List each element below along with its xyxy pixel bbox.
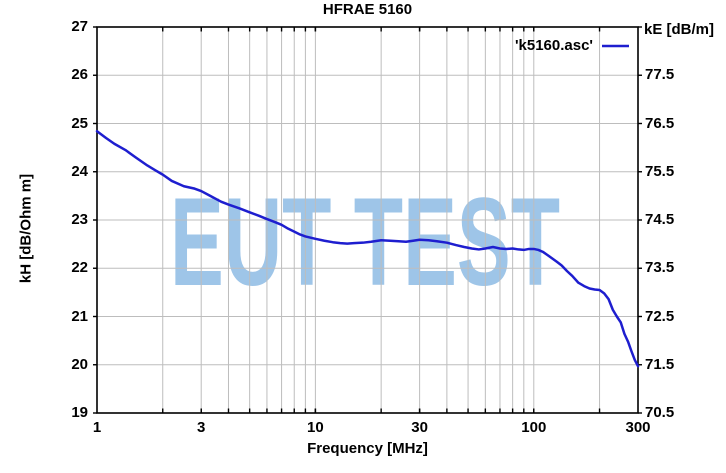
data-curve	[95, 129, 640, 368]
y-left-tick-label: 22	[71, 259, 88, 277]
y-right-tick-label: 76.5	[645, 114, 675, 132]
y-left-tick-label: 21	[71, 307, 88, 325]
chart-title: HFRAE 5160	[322, 1, 413, 18]
y-left-tick-label: 24	[71, 162, 88, 180]
y-left-tick-label: 27	[71, 18, 88, 35]
y-right-tick-label: 75.5	[645, 162, 675, 180]
y-right-tick-label: 74.5	[645, 211, 675, 228]
x-tick-label: 3	[197, 419, 206, 436]
x-tick-label: 100	[521, 419, 547, 436]
legend-series-label: 'k5160.asc'	[514, 37, 593, 54]
y-axis-right-label: kE [dB/m]	[644, 21, 715, 38]
y-left-tick-label: 23	[71, 211, 88, 228]
x-axis-label: Frequency [MHz]	[307, 440, 428, 457]
x-tick-label: 10	[307, 419, 324, 436]
y-right-tick-label: 77.5	[645, 66, 675, 84]
y-right-tick-label: 72.5	[645, 307, 675, 325]
x-tick-label: 1	[92, 419, 102, 436]
y-right-tick-label: 73.5	[645, 259, 675, 277]
y-left-tick-label: 20	[71, 355, 88, 373]
y-left-tick-label: 26	[71, 66, 88, 84]
y-left-tick-label: 19	[71, 404, 88, 421]
y-right-tick-label: 70.5	[645, 404, 675, 421]
y-right-tick-label: 71.5	[645, 355, 675, 373]
y-left-tick-label: 25	[71, 114, 88, 132]
x-tick-label: 30	[411, 419, 428, 436]
x-tick-label: 300	[625, 419, 651, 436]
y-axis-left-label: kH [dB/Ohm m]	[17, 173, 35, 284]
